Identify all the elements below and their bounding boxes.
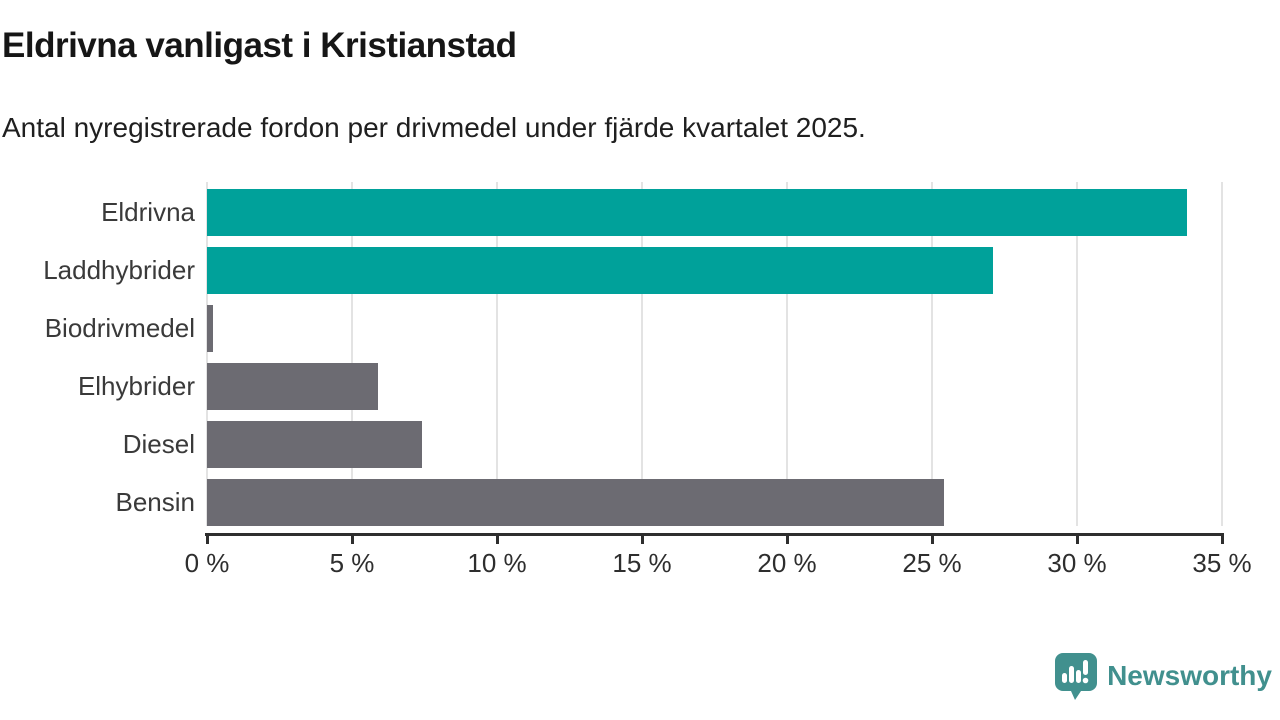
gridline — [786, 182, 788, 526]
x-axis-tick — [495, 533, 499, 544]
bar-eldrivna — [207, 189, 1188, 236]
x-tick-label: 5 % — [329, 548, 375, 578]
bar-diesel — [207, 421, 422, 468]
newsworthy-logo: Newsworthy — [1053, 652, 1272, 700]
category-label-elhybrider: Elhybrider — [77, 371, 195, 401]
x-tick-label: 15 % — [612, 548, 672, 578]
gridline — [1076, 182, 1078, 526]
bar-bensin — [207, 479, 944, 526]
x-axis-tick — [1220, 533, 1224, 544]
gridline — [206, 182, 208, 526]
category-label-biodrivmedel: Biodrivmedel — [44, 313, 195, 343]
x-axis-tick — [930, 533, 934, 544]
category-label-laddhybrider: Laddhybrider — [43, 255, 195, 285]
category-label-diesel: Diesel — [122, 429, 195, 459]
x-axis-line — [205, 533, 1224, 536]
category-label-eldrivna: Eldrivna — [101, 197, 195, 227]
x-axis-tick — [350, 533, 354, 544]
category-label-bensin: Bensin — [115, 487, 196, 517]
gridline — [931, 182, 933, 526]
gridline — [496, 182, 498, 526]
chart-subtitle: Antal nyregistrerade fordon per drivmede… — [2, 112, 866, 143]
x-axis-tick — [1075, 533, 1079, 544]
bar-elhybrider — [207, 363, 379, 410]
newsworthy-logo-icon — [1055, 653, 1098, 700]
gridline — [641, 182, 643, 526]
plot-area — [206, 182, 1223, 535]
chart-title: Eldrivna vanligast i Kristianstad — [2, 26, 517, 65]
x-tick-label: 10 % — [467, 548, 527, 578]
x-tick-label: 35 % — [1192, 548, 1252, 578]
gridline — [1221, 182, 1223, 526]
x-axis-tick — [205, 533, 209, 544]
x-tick-label: 0 % — [184, 548, 230, 578]
bar-biodrivmedel — [207, 305, 213, 352]
y-axis-labels: Eldrivna Laddhybrider Biodrivmedel Elhybrid… — [0, 182, 195, 535]
x-axis-tick — [640, 533, 644, 544]
x-tick-label: 20 % — [757, 548, 817, 578]
x-tick-label: 25 % — [902, 548, 962, 578]
gridline — [351, 182, 353, 526]
x-tick-label: 30 % — [1047, 548, 1107, 578]
x-axis-tick — [785, 533, 789, 544]
bar-laddhybrider — [207, 247, 993, 294]
newsworthy-logo-text: Newsworthy — [1107, 660, 1272, 691]
